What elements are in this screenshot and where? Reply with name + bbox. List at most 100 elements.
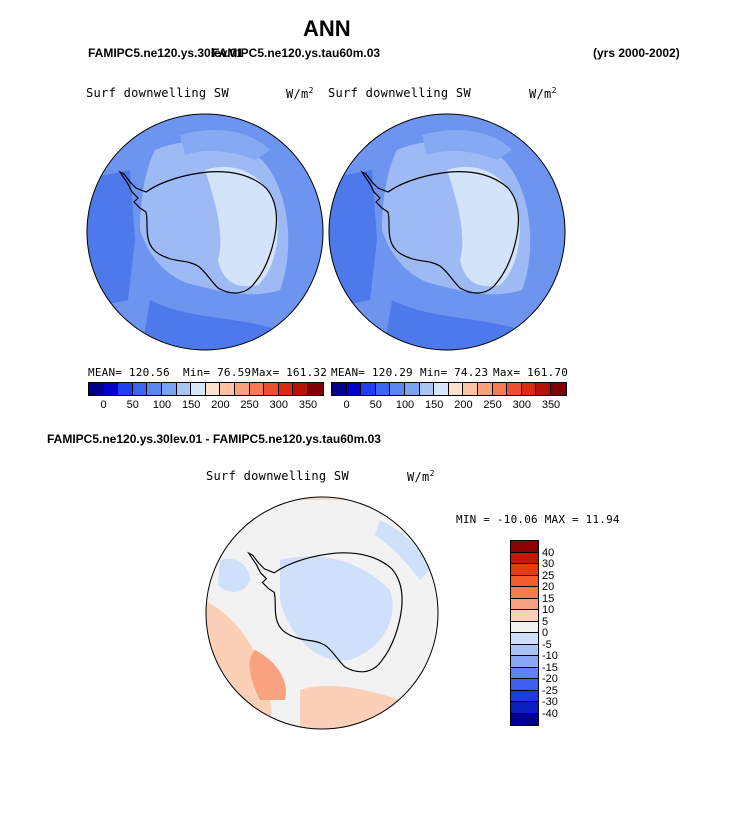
diff-colorbar-swatch [511,621,538,633]
colorbar-swatch [361,383,376,395]
colorbar-swatch [477,383,493,395]
colorbar-tick-label: 200 [211,399,230,411]
colorbar-swatch [536,383,551,395]
diff-colorbar-tick-label: -20 [542,673,558,685]
colorbar-tick-label: 300 [512,399,531,411]
colorbar-swatch [264,383,279,395]
map1 [87,114,323,350]
colorbar-swatch [463,383,478,395]
diff-colorbar-tick-label: 25 [542,569,555,582]
colorbar-tick-label: 250 [483,399,502,411]
diff-colorbar-tick-label: 0 [542,627,549,639]
panel1-max: Max= 161.32 [252,366,328,379]
case-label-left: FAMIPC5.ne120.ys.30lev.01 [88,46,244,60]
colorbar-tick-label: 200 [454,399,473,411]
colorbar-swatch [161,383,177,395]
colorbar-swatch [507,383,522,395]
colorbar-swatch [103,383,119,395]
diff-colorbar-swatch [511,552,538,564]
diff-colorbar-swatch [511,564,538,576]
panel1-units: W/m2 [286,86,314,101]
diff-colorbar-swatch [511,656,538,668]
diff-colorbar-swatch [511,679,538,691]
diff-colorbar-tick-label: 40 [542,546,555,559]
diff-colorbar-tick-label: 30 [542,558,555,570]
colorbar-swatch [521,383,537,395]
colorbar-swatch [234,383,250,395]
colorbar-swatch [419,383,435,395]
panel1-min: Min= 76.59 [183,366,252,379]
colorbar-tick-label: 350 [298,399,318,411]
colorbar-swatch [147,383,162,395]
diff-colorbar-tick-label: -5 [542,638,552,651]
panel2-min: Min= 74.23 [420,366,489,379]
years-label: (yrs 2000-2002) [593,46,680,60]
colorbar-tick-label: 50 [369,399,382,411]
colorbar-swatch [332,383,347,395]
panel1-variable-label: Surf downwelling SW [86,86,229,100]
case-label-overlap: FAMIPC5.ne120.ys.tau60m.03 [212,46,381,60]
colorbar-swatch [375,383,391,395]
panel2-variable-label: Surf downwelling SW [328,86,471,100]
colorbar-tick-label: 350 [541,399,561,411]
colorbar-tick-label: 0 [343,399,350,411]
diff-colorbar-tick-label: 20 [542,581,555,593]
diff-colorbar [510,540,539,726]
colorbar-swatch [132,383,148,395]
diff-colorbar-swatch [511,575,538,587]
diff-units: W/m2 [407,469,435,484]
colorbar-swatch [249,383,265,395]
colorbar-swatch [293,383,308,395]
colorbar-swatch [307,383,323,395]
colorbar-tick-label: 50 [126,399,139,411]
diff-colorbar-tick-label: 5 [542,615,549,628]
diff-colorbar-swatch [511,541,538,553]
diff-colorbar-swatch [511,690,538,702]
diff-colorbar-tick-label: -25 [542,684,558,697]
panel2-units: W/m2 [529,86,557,101]
colorbar-tick-label: 100 [395,399,415,411]
diff-colorbar-swatch [511,633,538,645]
colorbar-swatch [404,383,420,395]
panel1-colorbar [88,382,324,396]
colorbar-swatch [492,383,508,395]
diff-colorbar-tick-label: -40 [542,707,558,720]
diff-colorbar-swatch [511,667,538,679]
diff-colorbar-swatch [511,644,538,656]
colorbar-swatch [205,383,221,395]
diff-colorbar-swatch [511,598,538,610]
colorbar-swatch [118,383,133,395]
colorbar-swatch [434,383,449,395]
diff-colorbar-tick-label: -15 [542,661,558,674]
colorbar-swatch [346,383,362,395]
diff-minmax: MIN = -10.06 MAX = 11.94 [456,513,620,526]
panel2-colorbar [331,382,567,396]
colorbar-swatch [390,383,405,395]
colorbar-tick-label: 100 [152,399,172,411]
diff-colorbar-swatch [511,702,538,714]
colorbar-tick-label: 150 [182,399,201,411]
colorbar-swatch [89,383,104,395]
diff-colorbar-tick-label: 10 [542,604,555,616]
panel2-max: Max= 161.70 [493,366,569,379]
diff-map [206,497,438,729]
map2 [329,114,565,350]
diff-colorbar-swatch [511,713,538,725]
diff-colorbar-swatch [511,610,538,622]
diff-colorbar-tick-label: 15 [542,592,555,605]
diff-colorbar-swatch [511,587,538,599]
main-title: ANN [303,16,351,41]
colorbar-swatch [448,383,464,395]
diff-colorbar-tick-label: -10 [542,650,558,662]
colorbar-tick-label: 150 [425,399,444,411]
diff-variable-label: Surf downwelling SW [206,469,349,483]
colorbar-swatch [191,383,206,395]
diff-case-label: FAMIPC5.ne120.ys.30lev.01 - FAMIPC5.ne12… [47,432,381,446]
panel2-mean: MEAN= 120.29 [331,366,413,379]
colorbar-swatch [550,383,566,395]
colorbar-tick-label: 300 [269,399,288,411]
colorbar-swatch [278,383,294,395]
colorbar-tick-label: 0 [100,399,107,411]
colorbar-tick-label: 250 [240,399,259,411]
